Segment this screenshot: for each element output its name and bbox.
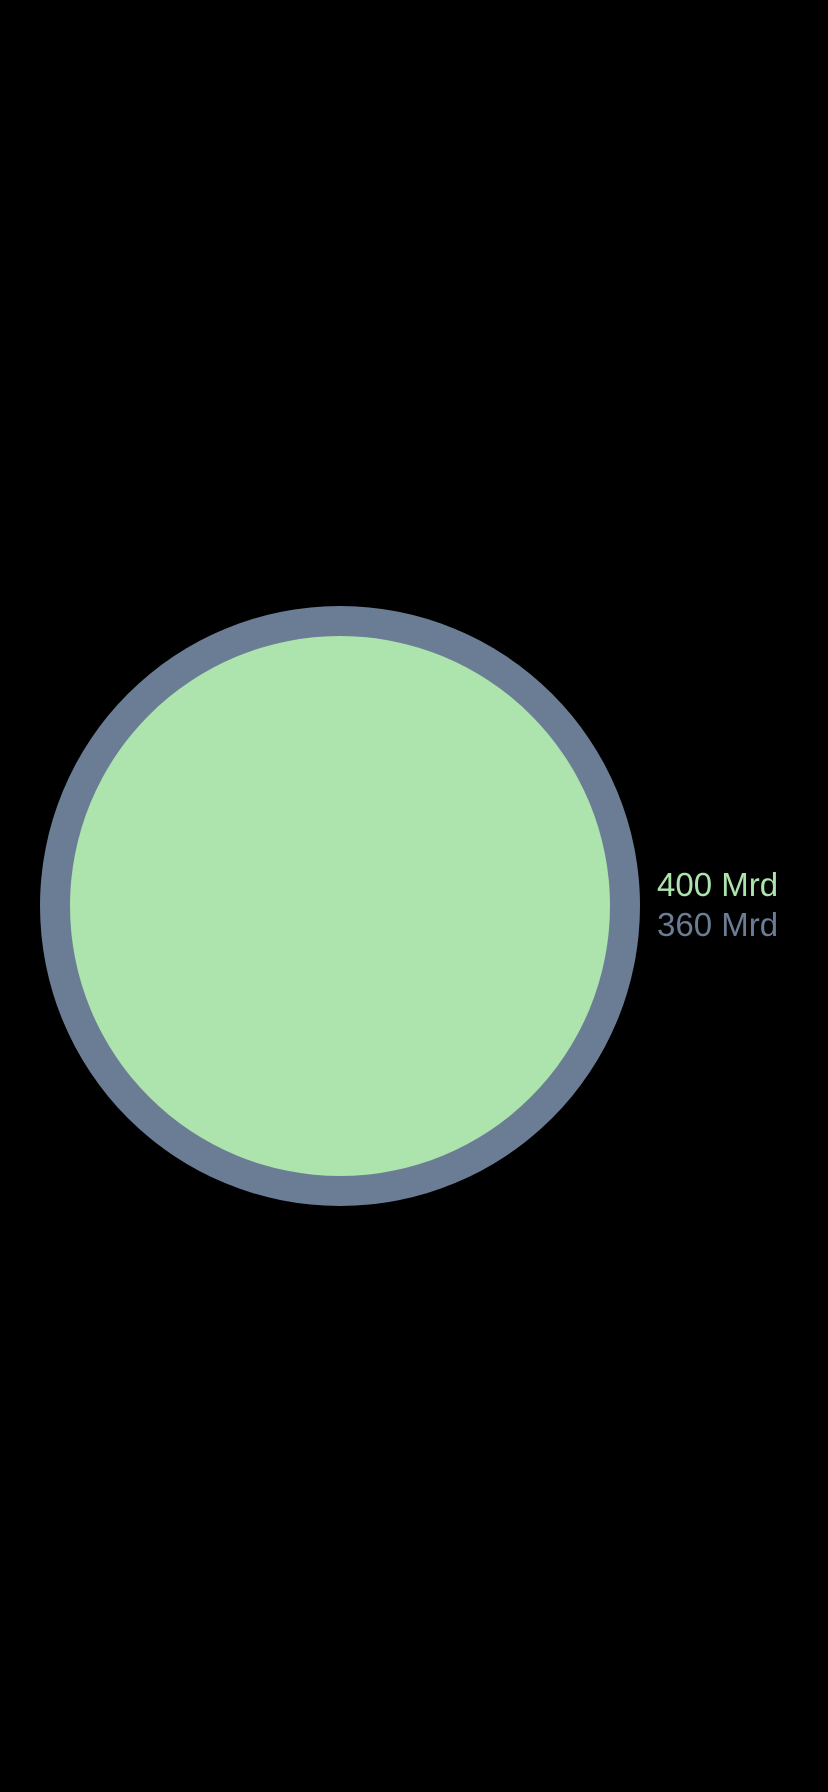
secondary-value-label: 360 Mrd <box>657 906 779 943</box>
primary-value-label: 400 Mrd <box>657 866 779 903</box>
primary-value-circle <box>70 636 610 1176</box>
